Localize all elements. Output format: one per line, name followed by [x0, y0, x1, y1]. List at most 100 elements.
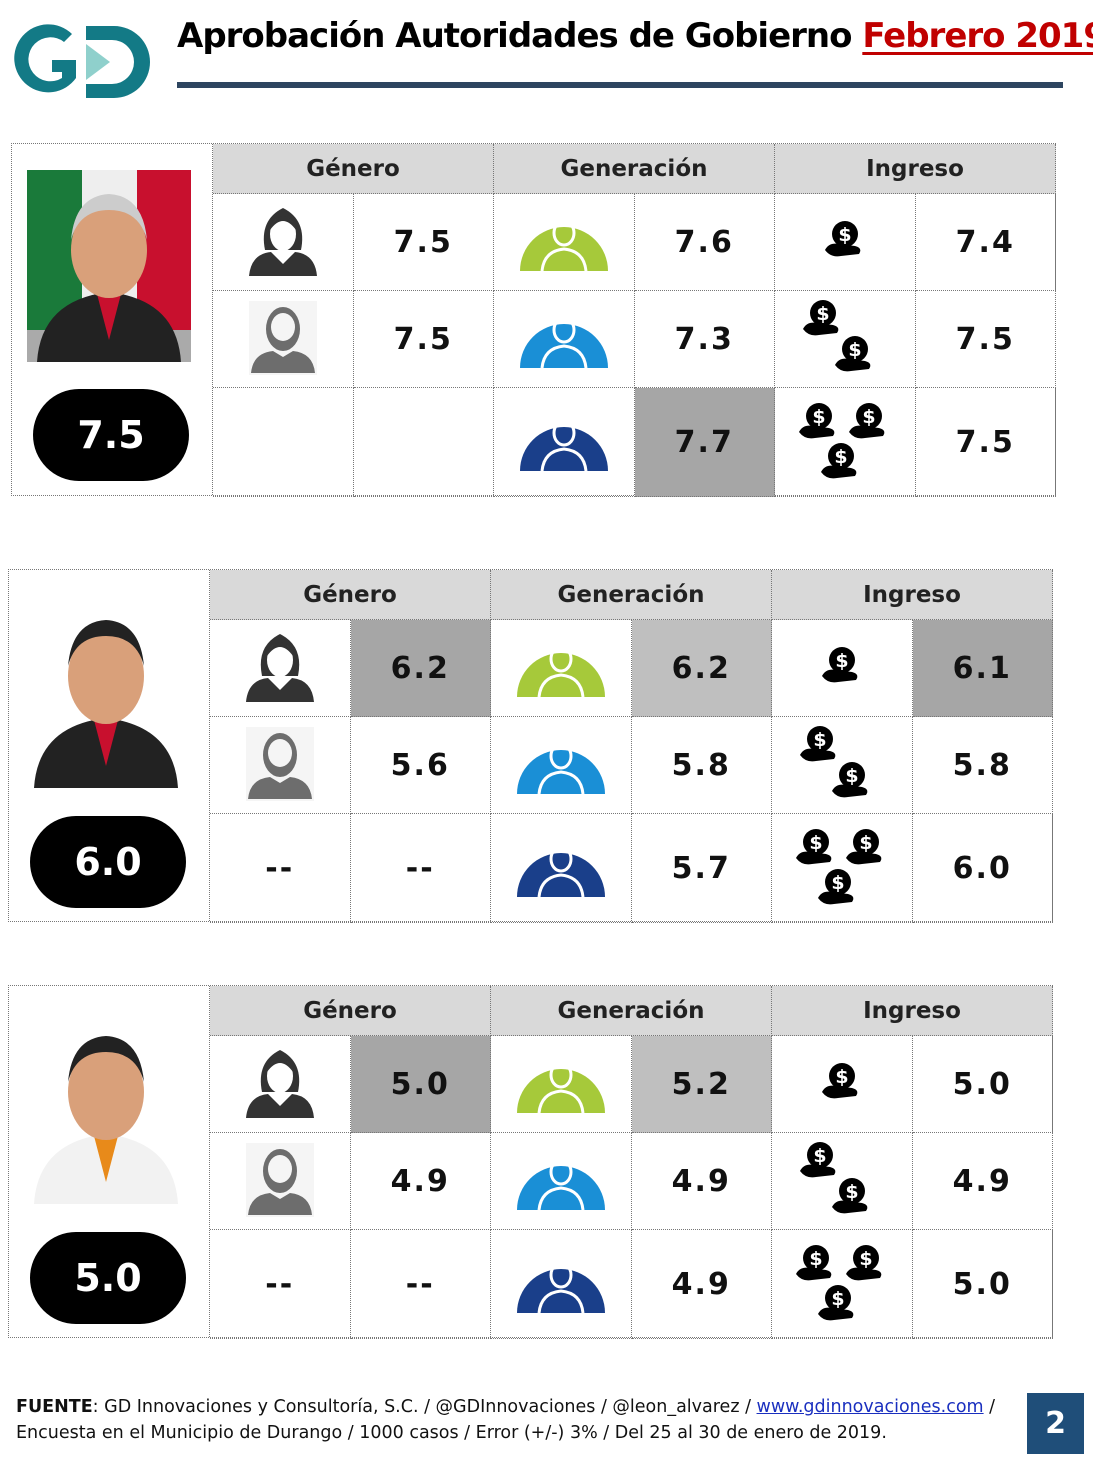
income-value: 5.0 — [952, 1266, 1012, 1302]
senior-generation-icon — [518, 409, 610, 475]
money-icon: $ $ — [792, 721, 892, 809]
gender-value: 7.5 — [393, 224, 453, 260]
svg-text:$: $ — [809, 832, 822, 854]
svg-text:$: $ — [845, 765, 858, 787]
generation-value: 5.2 — [671, 1066, 731, 1102]
svg-text:$: $ — [835, 1066, 848, 1088]
income-value-cell: 6.1 — [912, 620, 1053, 717]
svg-text:$: $ — [835, 650, 848, 672]
adult-generation-icon — [515, 732, 607, 798]
generation-icon-cell — [494, 194, 635, 291]
gender-icon-cell: -- — [210, 1230, 351, 1339]
income-value: 6.0 — [952, 850, 1012, 886]
gender-icon-cell — [210, 620, 351, 717]
column-header: Género — [210, 986, 491, 1036]
generation-value-cell: 6.2 — [631, 620, 772, 717]
column-header: Ingreso — [772, 570, 1053, 620]
gender-value-cell: 7.5 — [353, 194, 494, 291]
income-value: 5.0 — [952, 1066, 1012, 1102]
gender-value: 4.9 — [390, 1163, 450, 1199]
income-value: 4.9 — [952, 1163, 1012, 1199]
gender-value-cell — [353, 388, 494, 497]
generation-icon-cell — [491, 1036, 632, 1133]
generation-value: 7.6 — [674, 224, 734, 260]
overall-score: 7.5 — [33, 389, 189, 481]
column-header: Género — [210, 570, 491, 620]
svg-text:$: $ — [831, 872, 844, 894]
gender-icon-cell — [210, 1036, 351, 1133]
svg-text:$: $ — [813, 729, 826, 751]
empty-placeholder: -- — [265, 1266, 295, 1302]
footer-label: FUENTE — [16, 1397, 93, 1417]
adult-generation-icon — [518, 306, 610, 372]
overall-score: 5.0 — [30, 1232, 186, 1324]
generation-value: 4.9 — [671, 1266, 731, 1302]
income-value-cell: 5.8 — [912, 717, 1053, 814]
gender-value-cell: -- — [350, 814, 491, 923]
money-icon: $ $ — [792, 1137, 892, 1225]
man-icon — [243, 297, 323, 381]
gender-value: 6.2 — [390, 650, 450, 686]
income-icon-cell: $ — [775, 194, 916, 291]
money-icon: $ — [795, 198, 895, 286]
gender-value: -- — [405, 1266, 435, 1302]
young-generation-icon — [518, 209, 610, 275]
gender-value: 7.5 — [393, 321, 453, 357]
page-number: 2 — [1027, 1393, 1084, 1454]
title-text: Aprobación Autoridades de Gobierno — [177, 16, 852, 56]
generation-icon-cell — [491, 717, 632, 814]
footer-line1: : GD Innovaciones y Consultoría, S.C. / … — [92, 1397, 757, 1417]
website-link[interactable]: www.gdinnovaciones.com — [756, 1397, 984, 1417]
money-icon: $ $ — [795, 295, 895, 383]
column-header: Generación — [494, 144, 775, 194]
income-value-cell: 4.9 — [912, 1133, 1053, 1230]
generation-value-cell: 5.8 — [631, 717, 772, 814]
generation-icon-cell — [491, 814, 632, 923]
generation-value-cell: 5.7 — [631, 814, 772, 923]
approval-panel: 5.0 Género Generación Ingreso 5.0 5.2 $5.0 4.9 4… — [8, 985, 1053, 1339]
svg-text:$: $ — [812, 406, 825, 428]
money-icon: $ $ $ — [795, 398, 895, 486]
gender-icon-cell — [210, 717, 351, 814]
gender-value-cell: 5.6 — [350, 717, 491, 814]
gender-icon-cell — [213, 291, 354, 388]
generation-value-cell: 5.2 — [631, 1036, 772, 1133]
gender-value-cell: 7.5 — [353, 291, 494, 388]
woman-icon — [243, 200, 323, 284]
woman-icon — [240, 626, 320, 710]
svg-text:$: $ — [862, 406, 875, 428]
income-value-cell: 7.5 — [915, 291, 1056, 388]
generation-value: 5.7 — [671, 850, 731, 886]
generation-value-cell: 4.9 — [631, 1230, 772, 1339]
income-value-cell: 7.4 — [915, 194, 1056, 291]
gd-logo — [14, 24, 150, 98]
column-header: Generación — [491, 986, 772, 1036]
official-photo-column: 6.0 — [9, 570, 210, 921]
svg-text:$: $ — [838, 224, 851, 246]
official-photo — [27, 170, 191, 362]
income-icon-cell: $ $ — [775, 291, 916, 388]
svg-text:$: $ — [831, 1288, 844, 1310]
generation-value: 7.7 — [674, 424, 734, 460]
generation-icon-cell — [491, 1230, 632, 1339]
footer-line2: Encuesta en el Municipio de Durango / 10… — [16, 1423, 887, 1443]
generation-value: 6.2 — [671, 650, 731, 686]
gender-icon-cell: -- — [210, 814, 351, 923]
gender-value: -- — [405, 850, 435, 886]
senior-generation-icon — [515, 1251, 607, 1317]
generation-icon-cell — [494, 388, 635, 497]
official-photo-column: 5.0 — [9, 986, 210, 1337]
income-icon-cell: $ — [772, 620, 913, 717]
approval-panel: 6.0 Género Generación Ingreso 6.2 6.2 $6.1 5.6 5… — [8, 569, 1053, 923]
generation-icon-cell — [494, 291, 635, 388]
svg-text:$: $ — [845, 1181, 858, 1203]
approval-panel: 7.5 Género Generación Ingreso 7.5 7.6 $7.4 7.5 7… — [11, 143, 1056, 497]
money-icon: $ — [792, 624, 892, 712]
income-value: 7.4 — [955, 224, 1015, 260]
gender-value-cell: 6.2 — [350, 620, 491, 717]
title-rule — [177, 82, 1063, 88]
breakdown-grid: Género Generación Ingreso 7.5 7.6 $7.4 7.5 7.3 $… — [213, 144, 1056, 497]
woman-icon — [240, 1042, 320, 1126]
income-value: 7.5 — [955, 424, 1015, 460]
generation-value: 4.9 — [671, 1163, 731, 1199]
